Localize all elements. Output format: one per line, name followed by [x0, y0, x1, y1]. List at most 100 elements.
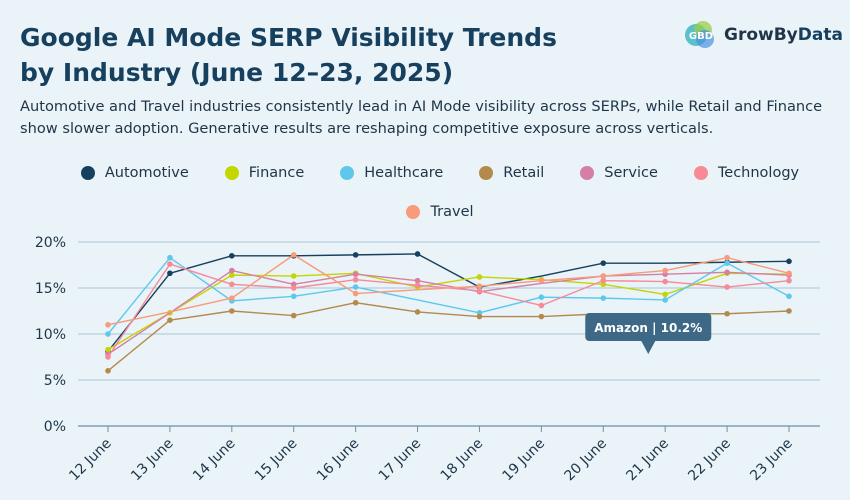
tooltip-pointer — [641, 341, 656, 354]
legend-item-retail[interactable]: Retail — [479, 162, 544, 184]
data-point-technology[interactable] — [662, 278, 668, 285]
legend-item-service[interactable]: Service — [580, 162, 658, 184]
data-point-healthcare[interactable] — [290, 293, 297, 300]
data-point-retail[interactable] — [786, 308, 792, 314]
data-point-retail[interactable] — [290, 312, 297, 319]
data-point-finance[interactable] — [290, 273, 297, 279]
legend-item-automotive[interactable]: Automotive — [80, 162, 189, 184]
legend-item-healthcare[interactable]: Healthcare — [340, 162, 443, 184]
legend-label-retail: Retail — [503, 165, 545, 181]
data-point-finance[interactable] — [229, 272, 235, 278]
legend-label-technology: Technology — [717, 165, 800, 181]
data-point-service[interactable] — [229, 267, 235, 274]
legend-label-travel: Travel — [430, 204, 474, 220]
series-technology — [105, 261, 792, 360]
data-point-travel[interactable] — [290, 252, 297, 258]
data-point-technology[interactable] — [600, 277, 607, 284]
x-tick-label: 19 June — [500, 436, 549, 485]
series-line-travel — [107, 254, 790, 326]
data-point-technology[interactable] — [352, 276, 359, 283]
data-point-technology[interactable] — [290, 285, 297, 291]
y-tick-label: 0% — [44, 419, 66, 435]
data-point-automotive[interactable] — [352, 252, 359, 258]
data-point-automotive[interactable] — [600, 260, 607, 266]
data-point-automotive[interactable] — [414, 251, 421, 257]
legend-label-automotive: Automotive — [104, 165, 189, 181]
data-point-healthcare[interactable] — [662, 297, 668, 303]
data-point-retail[interactable] — [724, 310, 730, 317]
data-point-technology[interactable] — [105, 354, 111, 360]
series-travel — [105, 252, 792, 328]
data-point-technology[interactable] — [476, 287, 483, 294]
x-tick-label: 20 June — [561, 436, 610, 485]
data-point-retail[interactable] — [352, 299, 359, 306]
data-point-finance[interactable] — [662, 291, 668, 298]
data-point-technology[interactable] — [538, 302, 545, 309]
data-point-travel[interactable] — [229, 295, 235, 301]
legend-marker-service — [580, 166, 595, 180]
data-point-finance[interactable] — [476, 274, 483, 280]
data-point-technology[interactable] — [724, 284, 730, 290]
data-point-travel[interactable] — [662, 267, 668, 274]
data-point-travel[interactable] — [600, 273, 607, 279]
data-point-automotive[interactable] — [167, 270, 173, 277]
data-point-travel[interactable] — [538, 277, 545, 284]
legend-label-finance: Finance — [248, 165, 305, 181]
data-point-retail[interactable] — [229, 308, 235, 314]
data-point-service[interactable] — [724, 269, 730, 276]
y-tick-label: 5% — [44, 373, 66, 389]
growbydata-logo: GBD GrowByData — [684, 18, 843, 52]
data-point-healthcare[interactable] — [352, 284, 359, 290]
data-point-healthcare[interactable] — [786, 293, 792, 300]
logo-wordmark-part-2: Data — [797, 25, 843, 45]
data-point-travel[interactable] — [476, 283, 483, 289]
legend-item-finance[interactable]: Finance — [224, 162, 305, 184]
data-point-healthcare[interactable] — [724, 260, 730, 266]
annotations: Amazon | 10.2% — [585, 313, 712, 354]
data-point-retail[interactable] — [538, 313, 545, 320]
legend-item-travel[interactable]: Travel — [406, 201, 474, 223]
data-point-retail[interactable] — [476, 313, 483, 320]
chart-title-line-2: by Industry (June 12–23, 2025) — [20, 58, 454, 87]
x-tick-label: 22 June — [685, 436, 734, 485]
data-point-automotive[interactable] — [786, 258, 792, 265]
x-axis: 12 June 13 June 14 June 15 June 16 June 17 Ju… — [66, 426, 796, 484]
data-point-travel[interactable] — [786, 270, 792, 277]
data-point-retail[interactable] — [167, 317, 173, 324]
data-point-finance[interactable] — [105, 346, 111, 353]
chart-title: Google AI Mode SERP Visibility Trends by… — [20, 20, 620, 90]
logo-wordmark-part-1: GrowBy — [724, 25, 798, 45]
tooltip-box — [585, 313, 712, 341]
chart-legend: Automotive Finance Healthcare Retail Service… — [60, 162, 820, 223]
data-point-technology[interactable] — [786, 277, 792, 284]
series-line-technology — [107, 263, 790, 358]
x-tick-label: 13 June — [128, 436, 177, 485]
x-tick-label: 21 June — [623, 436, 672, 485]
data-point-service[interactable] — [414, 277, 421, 284]
data-point-retail[interactable] — [105, 368, 111, 374]
data-point-automotive[interactable] — [229, 253, 235, 259]
series-line-healthcare — [107, 256, 790, 335]
legend-marker-technology — [693, 166, 708, 180]
data-point-travel[interactable] — [105, 322, 111, 328]
data-point-healthcare[interactable] — [167, 254, 173, 261]
x-tick-label: 12 June — [66, 436, 115, 485]
data-point-healthcare[interactable] — [538, 294, 545, 301]
data-point-travel[interactable] — [724, 254, 730, 261]
data-point-technology[interactable] — [229, 281, 235, 288]
data-point-retail[interactable] — [414, 309, 421, 315]
x-tick-label: 14 June — [190, 436, 239, 485]
data-point-technology[interactable] — [167, 261, 173, 267]
data-point-travel[interactable] — [352, 290, 359, 297]
legend-item-technology[interactable]: Technology — [693, 162, 800, 184]
x-tick-label: 17 June — [376, 436, 425, 485]
data-point-technology[interactable] — [414, 282, 421, 289]
data-point-healthcare[interactable] — [105, 331, 111, 337]
growbydata-logo-icon: GBD — [685, 21, 714, 48]
series-line-service — [107, 269, 790, 355]
legend-marker-finance — [224, 166, 239, 180]
data-point-service[interactable] — [352, 271, 359, 278]
data-point-healthcare[interactable] — [600, 295, 607, 301]
series-line-automotive — [107, 253, 790, 352]
